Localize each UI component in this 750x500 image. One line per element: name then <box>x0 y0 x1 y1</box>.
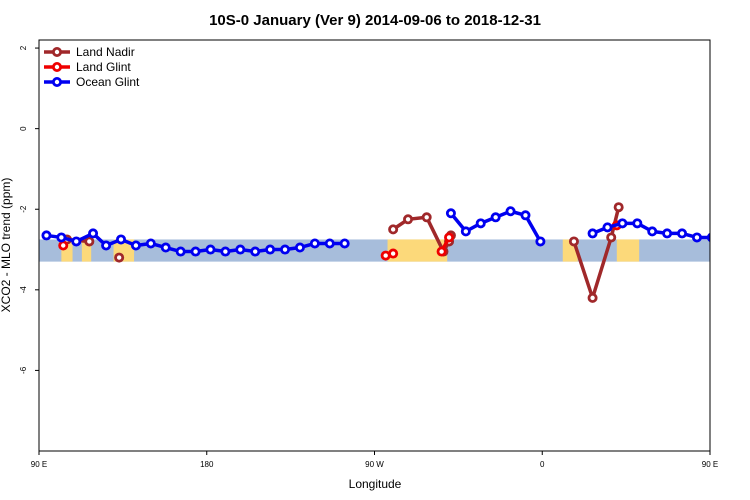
data-point-1-0 <box>58 240 69 251</box>
data-point-2-13 <box>235 244 246 255</box>
legend-marker-2 <box>52 77 63 88</box>
data-point-0-5 <box>421 212 432 223</box>
legend-label-0: Land Nadir <box>76 45 135 59</box>
data-point-2-34 <box>677 228 688 239</box>
data-point-2-16 <box>280 244 291 255</box>
x-axis: 90 E 180 90 W 0 90 E <box>31 451 718 469</box>
data-point-2-26 <box>520 210 531 221</box>
x-tick-label-4: 90 E <box>702 460 718 469</box>
land-patch-1 <box>81 239 92 262</box>
data-point-2-2 <box>71 236 82 247</box>
data-point-2-8 <box>160 242 171 253</box>
series-ocean-glint <box>41 206 745 257</box>
data-point-2-1 <box>56 232 67 243</box>
data-point-1-2 <box>388 248 399 259</box>
data-point-2-18 <box>309 238 320 249</box>
data-point-0-9 <box>568 236 579 247</box>
data-point-2-20 <box>339 238 350 249</box>
x-tick-label-2: 90 W <box>365 460 384 469</box>
data-point-2-22 <box>460 226 471 237</box>
legend-marker-1 <box>52 62 63 73</box>
data-point-2-9 <box>175 246 186 257</box>
data-point-2-32 <box>647 226 658 237</box>
data-point-2-5 <box>116 234 127 245</box>
legend-label-1: Land Glint <box>76 60 131 74</box>
data-point-2-15 <box>265 244 276 255</box>
data-point-2-6 <box>130 240 141 251</box>
data-point-2-38 <box>738 242 745 249</box>
data-point-2-19 <box>324 238 335 249</box>
x-tick-label-1: 180 <box>200 460 214 469</box>
data-point-2-21 <box>445 208 456 219</box>
y-tick-label-2: -2 <box>19 205 28 213</box>
data-point-0-10 <box>587 292 598 303</box>
land-patch-0 <box>61 239 73 262</box>
data-point-0-12 <box>613 202 624 213</box>
data-point-2-7 <box>145 238 156 249</box>
data-point-2-12 <box>220 246 231 257</box>
y-tick-label-3: -4 <box>19 286 28 294</box>
data-point-2-33 <box>662 228 673 239</box>
chart-title: 10S-0 January (Ver 9) 2014-09-06 to 2018… <box>209 12 541 29</box>
data-point-2-30 <box>617 218 628 229</box>
y-axis-label: XCO2 - MLO trend (ppm) <box>0 178 13 313</box>
data-point-2-35 <box>691 232 702 243</box>
y-axis: 2 0 -2 -4 -6 <box>19 45 39 374</box>
x-tick-label-3: 0 <box>540 460 545 469</box>
x-axis-label: Longitude <box>349 477 402 491</box>
data-point-2-0 <box>41 230 52 241</box>
data-point-2-37 <box>723 230 730 237</box>
data-point-2-3 <box>88 228 99 239</box>
data-point-2-11 <box>205 244 216 255</box>
land-patch-6 <box>740 239 750 261</box>
legend-marker-0 <box>52 47 63 58</box>
data-point-2-29 <box>602 222 613 233</box>
y-tick-label-1: 0 <box>19 126 28 131</box>
land-patch-3 <box>387 239 448 262</box>
data-point-2-17 <box>294 242 305 253</box>
y-tick-label-0: 2 <box>19 45 28 50</box>
data-point-0-11 <box>606 232 617 243</box>
data-point-2-14 <box>250 246 261 257</box>
legend-label-2: Ocean Glint <box>76 75 140 89</box>
data-point-2-31 <box>632 218 643 229</box>
data-point-2-27 <box>535 236 546 247</box>
x-tick-label-0: 90 E <box>31 460 47 469</box>
y-tick-label-4: -6 <box>19 366 28 374</box>
plot-area <box>39 202 750 303</box>
data-point-1-4 <box>444 232 455 243</box>
data-point-0-1 <box>84 236 95 247</box>
data-point-1-3 <box>436 246 447 257</box>
data-point-2-10 <box>190 246 201 257</box>
data-point-2-23 <box>475 218 486 229</box>
data-point-0-4 <box>403 214 414 225</box>
data-point-2-36 <box>706 232 710 243</box>
data-point-0-2 <box>114 252 125 263</box>
data-point-2-28 <box>587 228 598 239</box>
data-point-2-24 <box>490 212 501 223</box>
data-point-0-3 <box>388 224 399 235</box>
data-point-2-25 <box>505 206 516 217</box>
land-patch-5 <box>616 239 640 262</box>
data-point-2-4 <box>101 240 112 251</box>
